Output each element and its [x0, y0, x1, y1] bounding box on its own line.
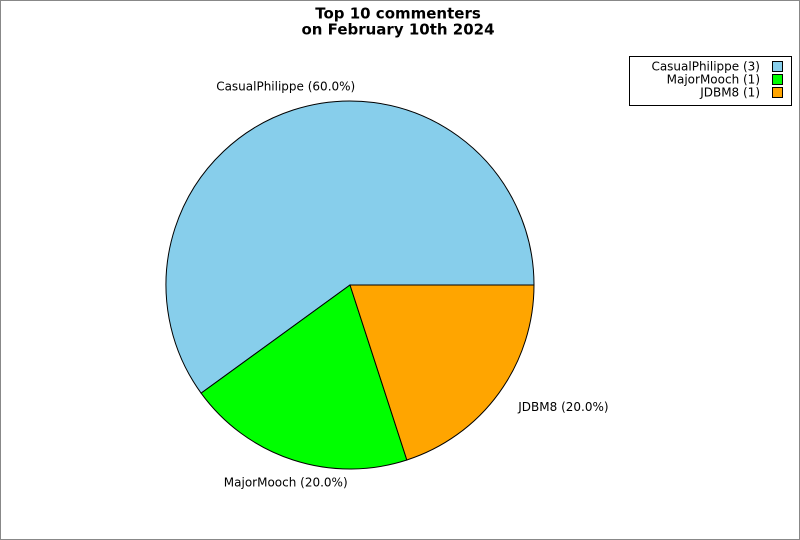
legend-label: JDBM8 (1) [699, 86, 760, 100]
chart-title: on February 10th 2024 [301, 21, 494, 39]
pie-slice [349, 284, 535, 461]
legend-label: CasualPhilippe (3) [651, 60, 760, 74]
chart-title: Top 10 commenters [315, 5, 481, 23]
legend-swatch [772, 61, 783, 72]
legend-label: MajorMooch (1) [667, 73, 760, 87]
slice-label: CasualPhilippe (60.0%) [216, 80, 355, 94]
slice-label: MajorMooch (20.0%) [224, 475, 348, 489]
legend-swatch [772, 87, 783, 98]
legend-swatch [772, 74, 783, 85]
legend-box [629, 56, 792, 106]
slice-label: JDBM8 (20.0%) [517, 400, 608, 414]
pie-slice [165, 100, 535, 394]
pie-slice [200, 284, 408, 470]
